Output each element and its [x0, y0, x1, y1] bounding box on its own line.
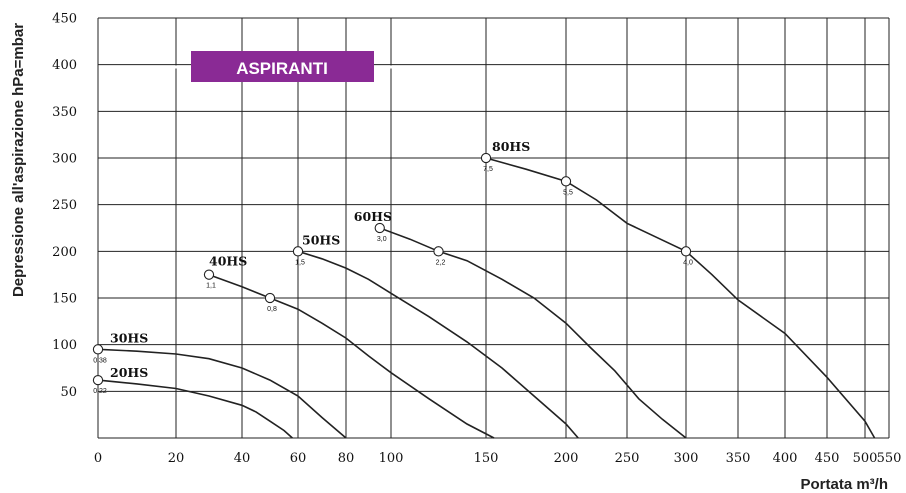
x-axis-label: Portata m³/h — [800, 476, 888, 493]
performance-curves — [92, 152, 876, 439]
power-point-30hs — [92, 344, 104, 355]
y-tick-label: 400 — [52, 58, 77, 73]
y-axis-label: Depressione all'aspirazione hPa=mbar — [10, 23, 27, 297]
power-point-80hs — [480, 152, 492, 164]
y-tick-label: 300 — [52, 152, 77, 167]
title-badge-background — [191, 51, 374, 82]
power-label: 0,22 — [93, 388, 107, 395]
curve-60hs — [379, 227, 687, 439]
x-tick-label: 550 — [877, 451, 902, 466]
power-point-60hs — [374, 222, 385, 234]
x-tick-label: 60 — [290, 451, 307, 466]
power-label: 0,8 — [267, 306, 277, 313]
chart-title: ASPIRANTI — [236, 59, 328, 78]
x-tick-label: 0 — [94, 451, 102, 466]
power-label: 4,0 — [683, 259, 693, 266]
series-label: 40HS — [209, 254, 247, 269]
series-label: 60HS — [354, 209, 392, 224]
power-label: 7,5 — [483, 166, 493, 173]
series-label: 20HS — [110, 365, 148, 380]
y-tick-label: 350 — [52, 105, 77, 120]
power-label: 1,5 — [295, 259, 305, 266]
x-tick-label: 150 — [474, 451, 499, 466]
power-label: 3,0 — [377, 236, 387, 243]
series-label: 50HS — [302, 232, 340, 247]
curve-20hs — [97, 379, 293, 439]
chart-grid — [97, 17, 890, 439]
power-point-40hs — [264, 292, 276, 304]
x-tick-label: 100 — [379, 451, 404, 466]
x-axis-ticks: 0 20 40 60 80 100 150 200 250 300 350 400 450 500 550 — [94, 451, 902, 466]
y-tick-label: 200 — [52, 245, 77, 260]
power-point-50hs — [292, 246, 304, 257]
x-tick-label: 20 — [168, 451, 185, 466]
power-label: 1,1 — [206, 283, 216, 290]
curve-50hs — [297, 250, 579, 439]
x-tick-label: 500 — [853, 451, 878, 466]
x-tick-label: 350 — [726, 451, 751, 466]
chart-title-badge: ASPIRANTI — [155, 51, 430, 82]
x-tick-label: 250 — [615, 451, 640, 466]
y-tick-label: 100 — [52, 338, 77, 353]
power-point-60hs — [433, 246, 444, 257]
x-tick-label: 400 — [773, 451, 798, 466]
x-tick-label: 40 — [234, 451, 251, 466]
power-label: 2,2 — [436, 259, 446, 266]
series-label: 30HS — [110, 330, 148, 345]
y-tick-label: 450 — [52, 12, 77, 27]
power-point-40hs — [203, 269, 215, 280]
x-tick-label: 300 — [674, 451, 699, 466]
power-point-80hs — [680, 246, 692, 257]
y-tick-label: 250 — [52, 198, 77, 213]
y-axis-ticks: 50 100 150 200 250 300 350 400 450 — [52, 12, 77, 400]
power-point-80hs — [560, 176, 572, 187]
power-point-20hs — [92, 374, 104, 386]
series-label: 80HS — [492, 139, 530, 154]
x-tick-label: 450 — [815, 451, 840, 466]
curve-30hs — [97, 348, 347, 439]
power-label: 0,38 — [93, 357, 107, 364]
y-tick-label: 150 — [52, 292, 77, 307]
power-label: 5,5 — [563, 189, 573, 196]
y-tick-label: 50 — [60, 385, 77, 400]
curve-40hs — [208, 273, 495, 439]
x-tick-label: 200 — [554, 451, 579, 466]
x-tick-label: 80 — [338, 451, 355, 466]
